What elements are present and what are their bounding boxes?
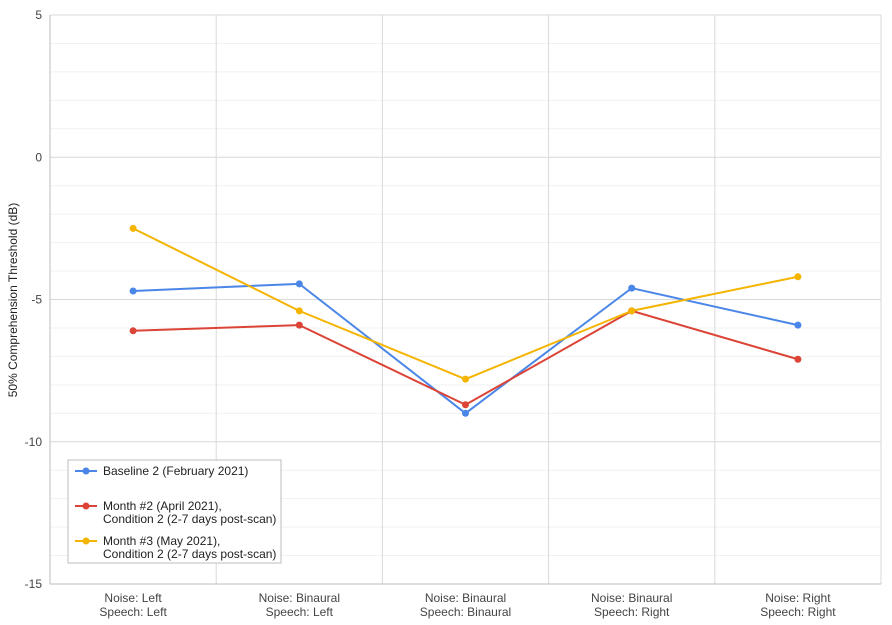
legend: Baseline 2 (February 2021) Month #2 (Apri…	[67, 459, 282, 564]
legend-label: Condition 2 (2-7 days post-scan)	[103, 512, 276, 526]
x-tick-label: Speech: Left	[266, 605, 334, 619]
data-point	[129, 224, 137, 232]
data-point	[462, 401, 469, 409]
y-tick-label: 0	[35, 150, 42, 164]
data-point	[462, 375, 469, 383]
y-axis-label: 50% Comprehension Threshold (dB)	[6, 203, 20, 398]
series-points	[129, 224, 802, 417]
x-tick-label: Noise: Binaural	[591, 591, 672, 605]
x-tick-label: Noise: Left	[104, 591, 162, 605]
legend-box	[67, 459, 282, 564]
x-tick-label: Noise: Binaural	[259, 591, 340, 605]
legend-swatch-marker	[82, 502, 90, 510]
series-lines	[132, 227, 799, 415]
data-point	[794, 355, 802, 363]
legend-label: Baseline 2 (February 2021)	[103, 464, 248, 478]
y-tick-label: -5	[31, 293, 42, 307]
series-line	[133, 309, 799, 406]
data-point	[295, 280, 303, 288]
data-point	[462, 409, 469, 417]
x-tick-label: Noise: Binaural	[425, 591, 506, 605]
x-tick-label: Speech: Left	[99, 605, 167, 619]
data-point	[129, 287, 137, 295]
y-tick-label: -15	[25, 577, 43, 591]
data-point	[794, 273, 802, 281]
series-line	[133, 282, 799, 415]
legend-label: Month #3 (May 2021),	[103, 534, 220, 548]
legend-swatch-marker	[82, 467, 90, 475]
legend-swatch-marker	[82, 537, 90, 545]
data-point	[794, 321, 802, 329]
legend-label: Condition 2 (2-7 days post-scan)	[103, 547, 276, 561]
legend-label: Month #2 (April 2021),	[103, 499, 222, 513]
data-point	[295, 321, 303, 329]
x-tick-label: Speech: Right	[594, 605, 670, 619]
x-tick-label: Speech: Binaural	[420, 605, 511, 619]
x-tick-label: Noise: Right	[765, 591, 831, 605]
data-point	[129, 327, 137, 335]
data-point	[295, 307, 303, 315]
x-tick-label: Speech: Right	[760, 605, 836, 619]
y-tick-label: 5	[35, 8, 42, 22]
y-axis-ticks: 5 0 -5 -10 -15	[25, 8, 43, 591]
data-point	[628, 307, 636, 315]
y-tick-label: -10	[25, 435, 43, 449]
data-point	[628, 284, 636, 292]
